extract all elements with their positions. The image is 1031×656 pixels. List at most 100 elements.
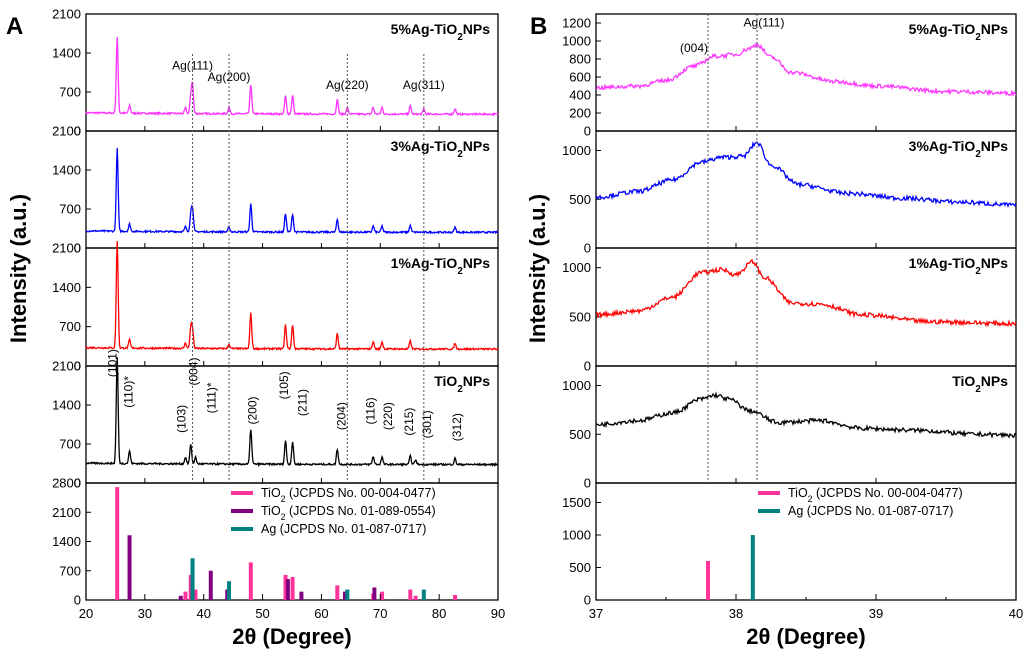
peak-annotation: (211) [296, 389, 310, 416]
label-part: (JCPDS No. 01-089-0554) [286, 504, 436, 518]
subscript: 2 [281, 494, 286, 504]
y-tick-label: 500 [569, 427, 591, 442]
y-tick-label: 1000 [562, 528, 591, 543]
y-tick-label: 0 [584, 241, 591, 256]
peak-annotation: Ag(311) [403, 78, 445, 92]
label-part: 5%Ag-TiO [909, 21, 976, 37]
panel-A: A0700140021005%Ag-TiO2NPsAg(111)Ag(200)A… [6, 7, 505, 650]
label-part: TiO [434, 373, 457, 389]
subscript: 2 [975, 266, 981, 277]
y-tick-label: 400 [569, 88, 591, 103]
peak-annotation: (004) [680, 41, 708, 55]
peak-annotation: (004) [187, 357, 201, 385]
label-part: TiO [261, 504, 281, 518]
label-part: NPs [981, 21, 1008, 37]
y-tick-label: 1400 [52, 163, 81, 178]
label-part: NPs [463, 373, 490, 389]
subscript: 2 [975, 149, 981, 160]
series-line [595, 42, 1017, 98]
subscript: 2 [975, 384, 981, 395]
peak-annotation: (110)* [121, 376, 135, 408]
peak-annotation: (101) [106, 349, 120, 377]
subplot: 0 700 1400 2100 3%Ag-TiO2NPs [52, 124, 499, 256]
x-tick-label: 20 [79, 606, 93, 621]
series-line [85, 147, 499, 235]
series-line [85, 37, 499, 117]
panel-letter: B [530, 13, 547, 40]
y-tick-label: 0 [584, 124, 591, 139]
y-tick-label: 1400 [52, 280, 81, 295]
y-tick-label: 0 [584, 359, 591, 374]
label-part: (JCPDS No. 01-087-0717) [276, 522, 426, 536]
y-tick-label: 600 [569, 70, 591, 85]
y-tick-label: 0 [584, 476, 591, 491]
subplot: 0 700 1400 2100 5%Ag-TiO2NPs Ag(111)Ag(200) Ag… [52, 7, 499, 139]
y-tick-label: 700 [59, 85, 81, 100]
label-part: NPs [463, 21, 490, 37]
y-tick-label: 2100 [52, 359, 81, 374]
y-axis-label: Intensity (a.u.) [6, 194, 31, 343]
legend-entry: Ag (JCPDS No. 01-087-0717) [788, 504, 953, 518]
subplot: 0 500 1000 3%Ag-TiO2NPs [562, 130, 1017, 256]
reference-frame [595, 482, 1017, 601]
peak-annotation: Ag(111) [744, 16, 785, 30]
x-tick-label: 50 [255, 606, 269, 621]
subplot: 0 500 1000 TiO2NPs [562, 365, 1017, 491]
y-tick-label: 1200 [562, 16, 591, 31]
x-tick-label: 60 [314, 606, 328, 621]
peak-annotation: Ag(111) [172, 59, 213, 73]
subplot-label: 3%Ag-TiO2NPs [391, 138, 491, 160]
y-tick-label: 700 [59, 437, 81, 452]
subplot: 0 200 400 600 800 1000 1200 5%Ag-TiO2NPs (004) Ag… [562, 13, 1017, 139]
series-line [85, 357, 499, 467]
x-tick-label: 80 [432, 606, 446, 621]
peak-annotation: (105) [277, 371, 291, 399]
subplot-label: TiO2NPs [952, 373, 1008, 395]
peak-annotation: (200) [246, 396, 260, 424]
series-line [595, 258, 1017, 328]
series-line [595, 391, 1017, 439]
subscript: 2 [975, 32, 981, 43]
y-tick-label: 1400 [52, 398, 81, 413]
subscript: 2 [457, 149, 463, 160]
subscript: 2 [281, 512, 286, 522]
x-tick-label: 90 [491, 606, 505, 621]
label-part: Ag [788, 504, 803, 518]
y-tick-label: 200 [569, 106, 591, 121]
subplot: 0 700 1400 2100 TiO2NPs (101)(110)* (103) (004)… [52, 349, 499, 491]
y-tick-label: 500 [569, 309, 591, 324]
peak-annotation: (215) [402, 408, 416, 436]
y-tick-label: 500 [569, 560, 591, 575]
subplot-label: TiO2NPs [434, 373, 490, 395]
peak-annotation: (312) [450, 413, 464, 441]
series-line [595, 141, 1017, 209]
y-tick-label: 800 [569, 52, 591, 67]
y-axis-label: Intensity (a.u.) [525, 194, 550, 343]
subscript: 2 [808, 494, 813, 504]
subscript: 2 [457, 384, 463, 395]
label-part: (JCPDS No. 00-004-0477) [286, 486, 436, 500]
x-axis-label: 2θ (Degree) [232, 624, 352, 649]
x-tick-label: 40 [196, 606, 210, 621]
legend-entry: TiO2 (JCPDS No. 00-004-0477) [261, 486, 436, 504]
reference-panel: 0 500 1000 1500 TiO2 (JCPDS No. 00-004-0477)… [562, 482, 1023, 621]
label-part: 1%Ag-TiO [909, 255, 976, 271]
legend-entry: TiO2 (JCPDS No. 01-089-0554) [261, 504, 436, 522]
y-tick-label: 1000 [562, 378, 591, 393]
y-tick-label: 2100 [52, 124, 81, 139]
y-tick-label: 1000 [562, 34, 591, 49]
peak-annotation: (204) [334, 402, 348, 430]
y-tick-label: 1400 [52, 46, 81, 61]
y-tick-label: 2100 [52, 505, 81, 520]
y-tick-label: 700 [59, 202, 81, 217]
legend-entry: TiO2 (JCPDS No. 00-004-0477) [788, 486, 963, 504]
y-tick-label: 1000 [562, 143, 591, 158]
label-part: 5%Ag-TiO [391, 21, 458, 37]
y-tick-label: 0 [584, 593, 591, 608]
label-part: TiO [788, 486, 808, 500]
panel-letter: A [6, 13, 23, 40]
subscript: 2 [457, 266, 463, 277]
y-tick-label: 1500 [562, 495, 591, 510]
